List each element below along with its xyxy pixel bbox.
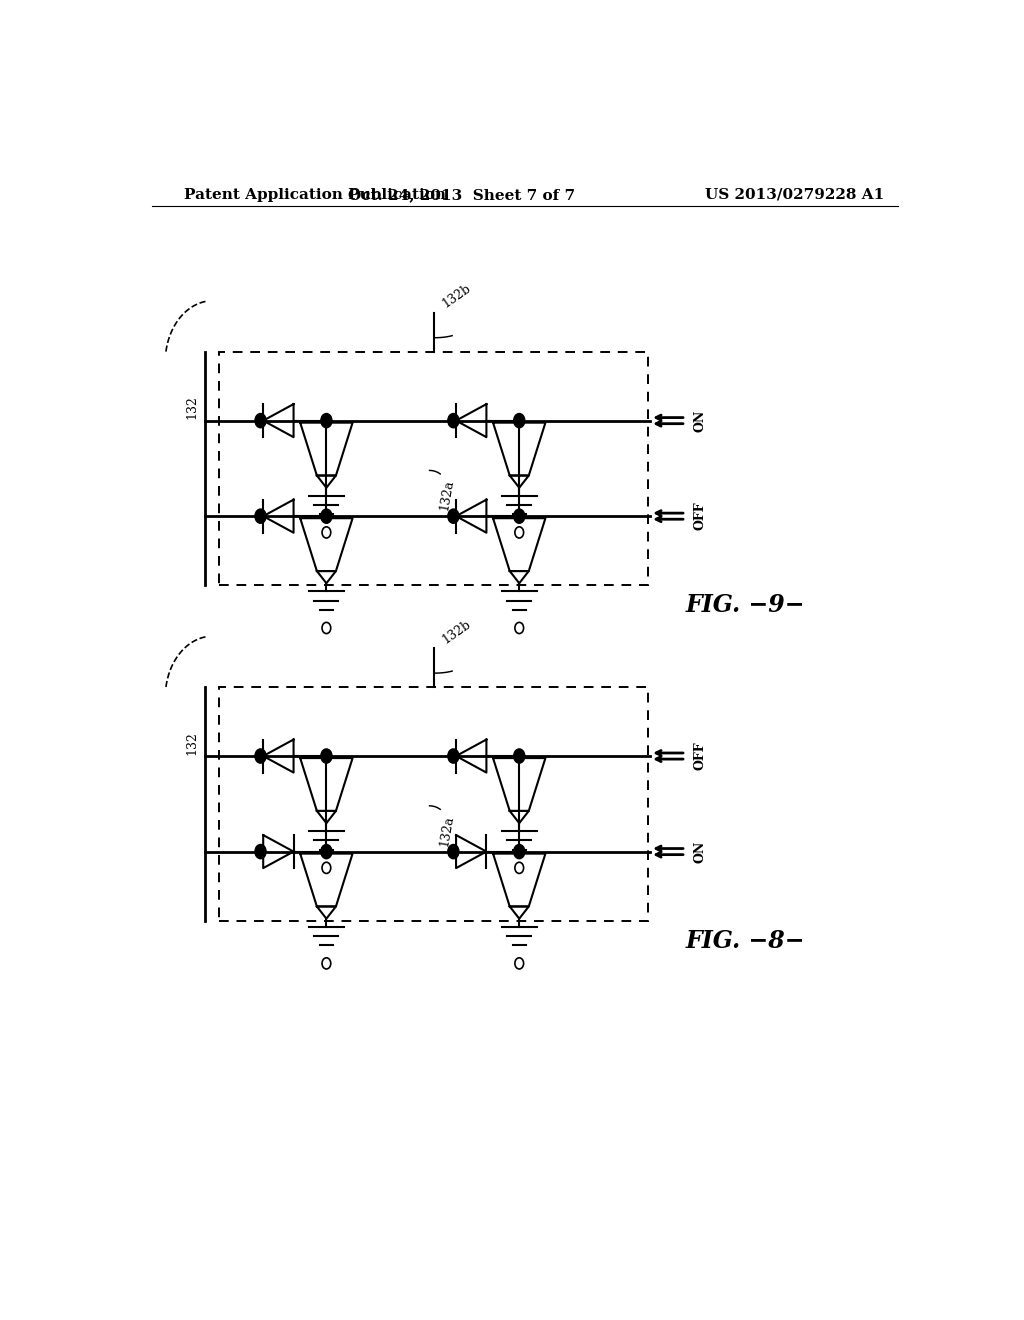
Text: OFF: OFF <box>694 502 707 531</box>
Text: US 2013/0279228 A1: US 2013/0279228 A1 <box>705 187 885 202</box>
Circle shape <box>255 413 266 428</box>
Text: 132a: 132a <box>437 814 456 847</box>
Text: FIG. −8−: FIG. −8− <box>686 929 806 953</box>
Text: 132b: 132b <box>440 282 473 312</box>
Text: ON: ON <box>694 841 707 863</box>
Circle shape <box>255 845 266 859</box>
Text: Oct. 24, 2013  Sheet 7 of 7: Oct. 24, 2013 Sheet 7 of 7 <box>348 187 574 202</box>
Bar <box>219 686 648 921</box>
Text: 132: 132 <box>185 731 199 755</box>
Circle shape <box>514 748 524 763</box>
Text: OFF: OFF <box>694 742 707 771</box>
Text: FIG. −9−: FIG. −9− <box>686 594 806 618</box>
Circle shape <box>514 510 524 523</box>
Circle shape <box>321 413 332 428</box>
Circle shape <box>321 510 332 523</box>
Circle shape <box>447 748 459 763</box>
Circle shape <box>255 748 266 763</box>
Circle shape <box>447 845 459 859</box>
Bar <box>219 351 648 585</box>
Circle shape <box>514 845 524 859</box>
Circle shape <box>321 845 332 859</box>
Circle shape <box>447 413 459 428</box>
Text: 132: 132 <box>185 396 199 420</box>
Circle shape <box>255 510 266 523</box>
Text: 132b: 132b <box>440 618 473 647</box>
Text: Patent Application Publication: Patent Application Publication <box>183 187 445 202</box>
Text: 132a: 132a <box>437 479 456 512</box>
Circle shape <box>514 413 524 428</box>
Circle shape <box>321 748 332 763</box>
Text: ON: ON <box>694 409 707 432</box>
Circle shape <box>447 510 459 523</box>
